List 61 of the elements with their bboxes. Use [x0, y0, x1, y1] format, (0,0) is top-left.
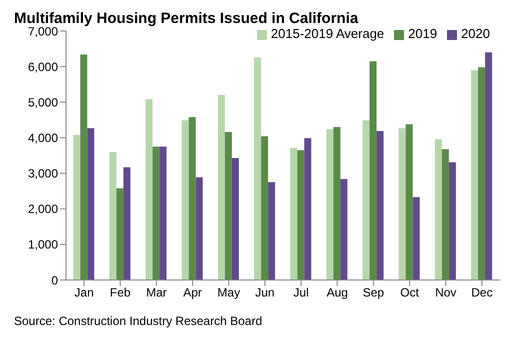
x-tick-label: Oct [400, 286, 420, 300]
bar [116, 188, 124, 280]
bar [297, 150, 304, 280]
x-tick-label: Mar [146, 286, 167, 300]
source-note: Source: Construction Industry Research Board [14, 314, 262, 328]
bar [218, 95, 225, 280]
x-tick-label: Dec [471, 286, 493, 300]
x-tick-label: Jun [255, 286, 275, 300]
y-tick-label: 6,000 [28, 60, 58, 74]
y-tick-label: 2,000 [28, 202, 58, 216]
bar [224, 132, 232, 280]
y-tick-label: 3,000 [28, 166, 58, 181]
bar [73, 134, 80, 280]
bar [406, 124, 413, 280]
bar [398, 128, 406, 280]
x-tick-label: Apr [183, 286, 202, 300]
bar [333, 127, 340, 280]
bar [485, 52, 492, 280]
x-tick-label: Aug [326, 286, 348, 300]
y-tick-label: 0 [51, 273, 58, 288]
x-tick-label: Feb [110, 286, 131, 300]
bar [146, 99, 153, 280]
bar [254, 57, 262, 280]
bar [87, 128, 94, 280]
bar [182, 120, 189, 280]
chart-title: Multifamily Housing Permits Issued in California [14, 10, 358, 27]
bar [261, 136, 268, 280]
x-tick-label: Nov [435, 286, 456, 300]
bar [362, 120, 370, 280]
bar [290, 148, 298, 280]
bar [478, 67, 486, 280]
bar [268, 182, 276, 280]
bar [188, 117, 196, 280]
x-tick-label: Jan [74, 286, 94, 300]
bar [152, 146, 160, 280]
y-tick-label: 7,000 [28, 24, 58, 38]
bar [196, 177, 203, 280]
bar [123, 167, 130, 280]
x-tick-label: Sep [362, 286, 384, 300]
bar [471, 70, 478, 280]
bar [326, 129, 334, 280]
bar [109, 152, 116, 280]
legend-label: 2019 [408, 26, 438, 41]
bar [340, 178, 348, 280]
bar [412, 197, 420, 280]
y-tick-label: 1,000 [28, 238, 58, 252]
bar [232, 158, 239, 280]
x-tick-label: May [217, 286, 240, 300]
y-tick-label: 5,000 [28, 95, 58, 110]
y-tick-label: 4,000 [28, 130, 58, 145]
bar [304, 138, 312, 280]
bar [448, 162, 456, 280]
bar [376, 130, 384, 280]
bar [160, 146, 167, 280]
x-tick-label: Jul [293, 286, 309, 300]
legend-label: 2015-2019 Average [270, 26, 384, 41]
bar [442, 149, 449, 280]
legend-label: 2020 [461, 26, 490, 41]
bar [370, 61, 377, 280]
bar [434, 139, 442, 280]
bar [80, 54, 88, 280]
